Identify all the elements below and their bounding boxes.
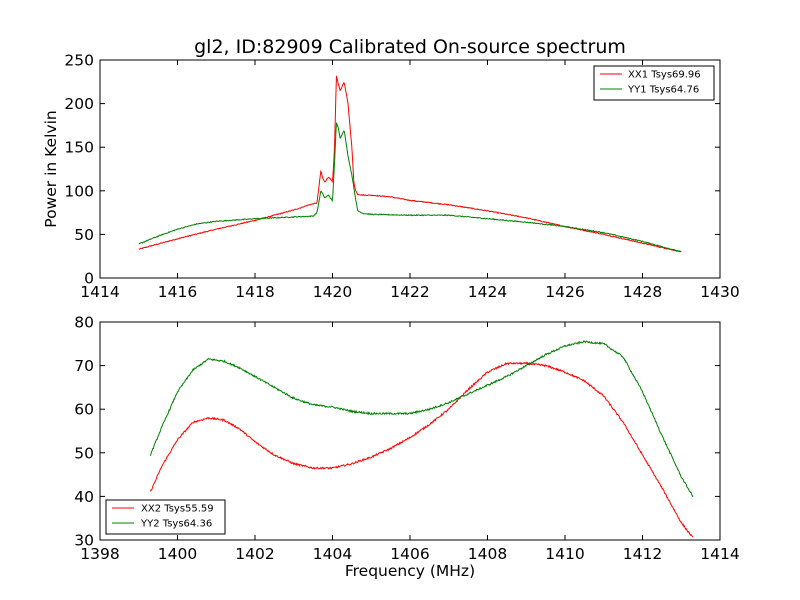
bottom-xtick-label: 1414	[700, 545, 739, 563]
bottom-xtick-label: 1406	[390, 545, 429, 563]
bottom-series-line-2	[149, 340, 694, 498]
bottom-series-line-1	[149, 361, 694, 538]
bottom-xtick-label: 1402	[235, 545, 274, 563]
bottom-legend-label-yy2: YY2 Tsys64.36	[140, 519, 212, 530]
top-xtick-label: 1414	[80, 283, 119, 301]
bottom-legend-label-xx2: XX2 Tsys55.59	[141, 504, 214, 515]
top-series-line-2	[138, 122, 682, 253]
top-chart-title: gl2, ID:82909 Calibrated On-source spect…	[194, 36, 626, 58]
top-chart-legend: XX1 Tsys69.96 YY1 Tsys64.76	[593, 65, 715, 101]
top-ytick-label: 0	[84, 270, 94, 288]
top-xtick-label: 1424	[468, 283, 507, 301]
top-xtick-label: 1426	[545, 283, 584, 301]
top-legend-label-yy1: YY1 Tsys64.76	[627, 85, 699, 96]
top-ytick-label: 50	[74, 226, 94, 244]
bottom-xtick-label: 1408	[468, 545, 507, 563]
top-ytick-label: 200	[64, 95, 94, 113]
bottom-xtick-label: 1400	[158, 545, 197, 563]
bottom-ytick-label: 60	[74, 401, 94, 419]
top-legend-box	[593, 65, 715, 101]
top-chart: 1414 1416 1418 1420 1422 1424 1426 1428 1430 0 50 1…	[64, 52, 739, 302]
top-chart-ticks: 1414 1416 1418 1420 1422 1424 1426 1428 1430 0 50 1…	[64, 52, 739, 302]
bottom-ytick-label: 30	[74, 532, 94, 550]
bottom-legend-box	[105, 499, 226, 535]
bottom-xtick-label: 1398	[80, 545, 119, 563]
top-xtick-label: 1418	[235, 283, 274, 301]
bottom-chart-series-group	[149, 340, 694, 538]
top-xtick-label: 1416	[158, 283, 197, 301]
bottom-ytick-label: 50	[74, 444, 94, 462]
bottom-chart-legend: XX2 Tsys55.59 YY2 Tsys64.36	[105, 499, 226, 535]
top-chart-series-group	[138, 75, 682, 253]
bottom-ytick-label: 80	[74, 314, 94, 332]
bottom-ytick-label: 70	[74, 357, 94, 375]
top-chart-ylabel: Power in Kelvin	[42, 110, 60, 227]
top-xtick-label: 1422	[390, 283, 429, 301]
top-xtick-label: 1430	[700, 283, 739, 301]
bottom-xtick-label: 1404	[313, 545, 352, 563]
bottom-ytick-label: 40	[74, 488, 94, 506]
bottom-xtick-label: 1412	[623, 545, 662, 563]
bottom-chart: 1398 1400 1402 1404 1406 1408 1410 1412 1414 30 40…	[74, 314, 739, 564]
bottom-xtick-label: 1410	[545, 545, 584, 563]
top-legend-label-xx1: XX1 Tsys69.96	[628, 70, 701, 81]
top-xtick-label: 1420	[313, 283, 352, 301]
bottom-chart-xlabel: Frequency (MHz)	[345, 562, 475, 580]
top-xtick-label: 1428	[623, 283, 662, 301]
top-series-line-1	[138, 75, 682, 253]
top-ytick-label: 150	[64, 139, 94, 157]
top-ytick-label: 100	[64, 182, 94, 200]
bottom-chart-ticks: 1398 1400 1402 1404 1406 1408 1410 1412 1414 30 40…	[74, 314, 739, 564]
top-ytick-label: 250	[64, 52, 94, 70]
